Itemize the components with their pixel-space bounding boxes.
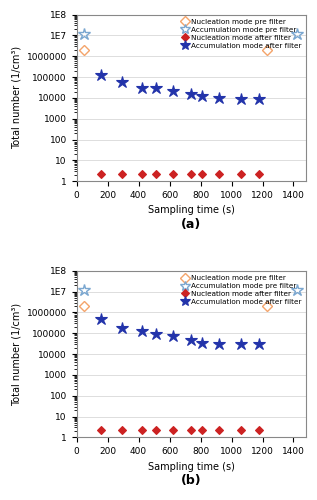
Nucleation mode after filter: [171, 171, 175, 177]
Line: Nucleation mode after filter: Nucleation mode after filter: [98, 171, 262, 177]
Accumulation mode after filter: [140, 85, 144, 91]
Nucleation mode after filter: [154, 428, 158, 434]
Nucleation mode after filter: [154, 171, 158, 177]
Accumulation mode after filter: [120, 325, 123, 331]
Accumulation mode after filter: [200, 340, 204, 346]
Y-axis label: Total number (1/cm³): Total number (1/cm³): [11, 46, 21, 150]
Accumulation mode after filter: [257, 341, 261, 347]
Nucleation mode after filter: [200, 171, 204, 177]
Accumulation mode after filter: [154, 331, 158, 337]
Nucleation mode pre filter: [82, 303, 86, 309]
Accumulation mode after filter: [171, 88, 175, 94]
Accumulation mode after filter: [200, 93, 204, 99]
Accumulation mode after filter: [239, 96, 243, 102]
Accumulation mode after filter: [120, 80, 123, 86]
Nucleation mode after filter: [171, 428, 175, 434]
Accumulation mode after filter: [217, 95, 221, 101]
Accumulation mode after filter: [189, 90, 193, 96]
Nucleation mode after filter: [189, 428, 193, 434]
Nucleation mode pre filter: [82, 47, 86, 53]
Line: Nucleation mode pre filter: Nucleation mode pre filter: [81, 46, 271, 54]
Nucleation mode after filter: [140, 171, 144, 177]
Nucleation mode after filter: [239, 171, 243, 177]
Line: Accumulation mode after filter: Accumulation mode after filter: [94, 312, 266, 350]
Nucleation mode pre filter: [265, 303, 269, 309]
Accumulation mode after filter: [189, 336, 193, 342]
X-axis label: Sampling time (s): Sampling time (s): [148, 462, 235, 471]
Accumulation mode after filter: [140, 328, 144, 334]
Line: Nucleation mode pre filter: Nucleation mode pre filter: [81, 302, 271, 310]
Accumulation mode after filter: [99, 72, 103, 78]
Nucleation mode after filter: [257, 428, 261, 434]
Y-axis label: Total number (1/cm³): Total number (1/cm³): [11, 302, 21, 406]
Accumulation mode after filter: [257, 96, 261, 102]
Nucleation mode after filter: [217, 428, 221, 434]
Nucleation mode after filter: [189, 171, 193, 177]
Nucleation mode after filter: [140, 428, 144, 434]
X-axis label: Sampling time (s): Sampling time (s): [148, 206, 235, 216]
Nucleation mode after filter: [200, 428, 204, 434]
Nucleation mode after filter: [217, 171, 221, 177]
Text: (b): (b): [181, 474, 202, 487]
Nucleation mode after filter: [99, 428, 103, 434]
Text: (a): (a): [181, 218, 201, 231]
Nucleation mode after filter: [257, 171, 261, 177]
Legend: Nucleation mode pre filter, Accumulation mode pre filter, Nucleation mode after : Nucleation mode pre filter, Accumulation…: [181, 18, 302, 50]
Legend: Nucleation mode pre filter, Accumulation mode pre filter, Nucleation mode after : Nucleation mode pre filter, Accumulation…: [181, 274, 302, 306]
Nucleation mode after filter: [120, 171, 123, 177]
Nucleation mode pre filter: [265, 47, 269, 53]
Accumulation mode after filter: [154, 85, 158, 91]
Accumulation mode after filter: [239, 341, 243, 347]
Nucleation mode after filter: [99, 171, 103, 177]
Nucleation mode after filter: [120, 428, 123, 434]
Accumulation mode after filter: [99, 316, 103, 322]
Nucleation mode after filter: [239, 428, 243, 434]
Accumulation mode after filter: [171, 334, 175, 340]
Line: Accumulation mode after filter: Accumulation mode after filter: [94, 68, 266, 105]
Accumulation mode after filter: [217, 341, 221, 347]
Line: Nucleation mode after filter: Nucleation mode after filter: [98, 427, 262, 434]
